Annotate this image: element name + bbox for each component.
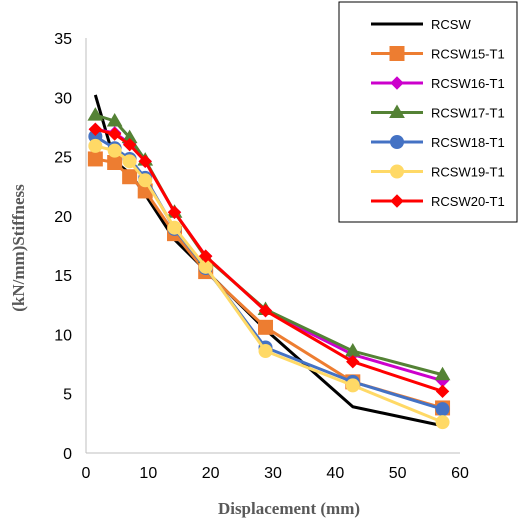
x-tick-label: 20	[202, 465, 220, 482]
data-point	[87, 107, 104, 121]
data-point	[122, 138, 137, 152]
data-point	[88, 122, 103, 137]
data-point	[345, 378, 360, 393]
legend-swatch-marker	[390, 76, 404, 90]
data-point	[435, 384, 450, 399]
y-tick-label: 15	[54, 268, 72, 285]
data-point	[107, 127, 122, 141]
axes: 0 10 20 30 40 50 60 0 5 10 15 20 25 30 35	[54, 31, 469, 482]
x-tick-label: 10	[139, 465, 157, 482]
legend-item: RCSW17-T1	[371, 104, 505, 121]
legend-label: RCSW18-T1	[431, 135, 505, 150]
y-tick-label: 30	[54, 90, 72, 107]
data-point	[167, 220, 182, 235]
legend-swatch-marker	[390, 135, 404, 149]
legend-label: RCSW19-T1	[431, 165, 505, 180]
data-point	[122, 154, 137, 169]
data-point	[122, 169, 138, 185]
y-tick-label: 0	[63, 446, 72, 463]
x-tick-label: 50	[389, 465, 407, 482]
legend-label: RCSW17-T1	[431, 106, 505, 121]
y-tick-label: 25	[54, 150, 72, 167]
legend-item: RCSW19-T1	[371, 164, 505, 180]
data-point	[258, 304, 273, 318]
data-point	[258, 319, 274, 335]
legend: RCSW RCSW15-T1 RCSW16-T1 RCSW17-T1 RCSW18-T1…	[338, 1, 518, 223]
series-layer	[87, 94, 451, 430]
legend-swatch-marker	[389, 46, 405, 61]
x-tick-label: 40	[326, 465, 344, 482]
legend-box	[338, 1, 518, 223]
y-tick-label: 5	[63, 387, 72, 404]
legend-label: RCSW20-T1	[431, 194, 505, 209]
y-axis-title: (kN/mm)Stiffness	[9, 184, 28, 312]
legend-item: RCSW15-T1	[371, 46, 505, 62]
data-point	[107, 143, 122, 158]
data-point	[434, 366, 451, 381]
x-axis-title: Displacement (mm)	[218, 499, 360, 518]
data-point	[435, 402, 450, 417]
data-point	[138, 154, 152, 169]
data-point	[106, 113, 123, 127]
legend-label: RCSW16-T1	[431, 76, 505, 91]
series-rcsw19-t1	[88, 138, 450, 430]
legend-item: RCSW18-T1	[371, 135, 505, 150]
x-tick-label: 0	[82, 465, 91, 482]
data-point	[87, 151, 103, 167]
data-point	[88, 138, 103, 153]
y-tick-label: 20	[54, 209, 72, 226]
data-point	[346, 354, 360, 369]
data-point	[167, 205, 182, 220]
data-point	[435, 415, 450, 430]
series-rcsw20-t1	[88, 122, 450, 399]
y-tick-label: 35	[54, 31, 72, 48]
legend-item: RCSW	[371, 17, 471, 32]
data-point	[138, 173, 153, 188]
legend-swatch-marker	[389, 104, 405, 118]
data-point	[198, 249, 213, 263]
legend-label: RCSW15-T1	[431, 47, 505, 62]
legend-label: RCSW	[431, 17, 471, 32]
y-tick-label: 10	[54, 327, 72, 344]
legend-swatch-marker	[390, 194, 404, 208]
x-tick-label: 30	[264, 465, 282, 482]
legend-item: RCSW16-T1	[371, 76, 505, 91]
legend-item: RCSW20-T1	[371, 194, 505, 209]
x-tick-label: 60	[451, 465, 469, 482]
data-point	[258, 344, 273, 359]
legend-swatch-marker	[390, 164, 404, 179]
